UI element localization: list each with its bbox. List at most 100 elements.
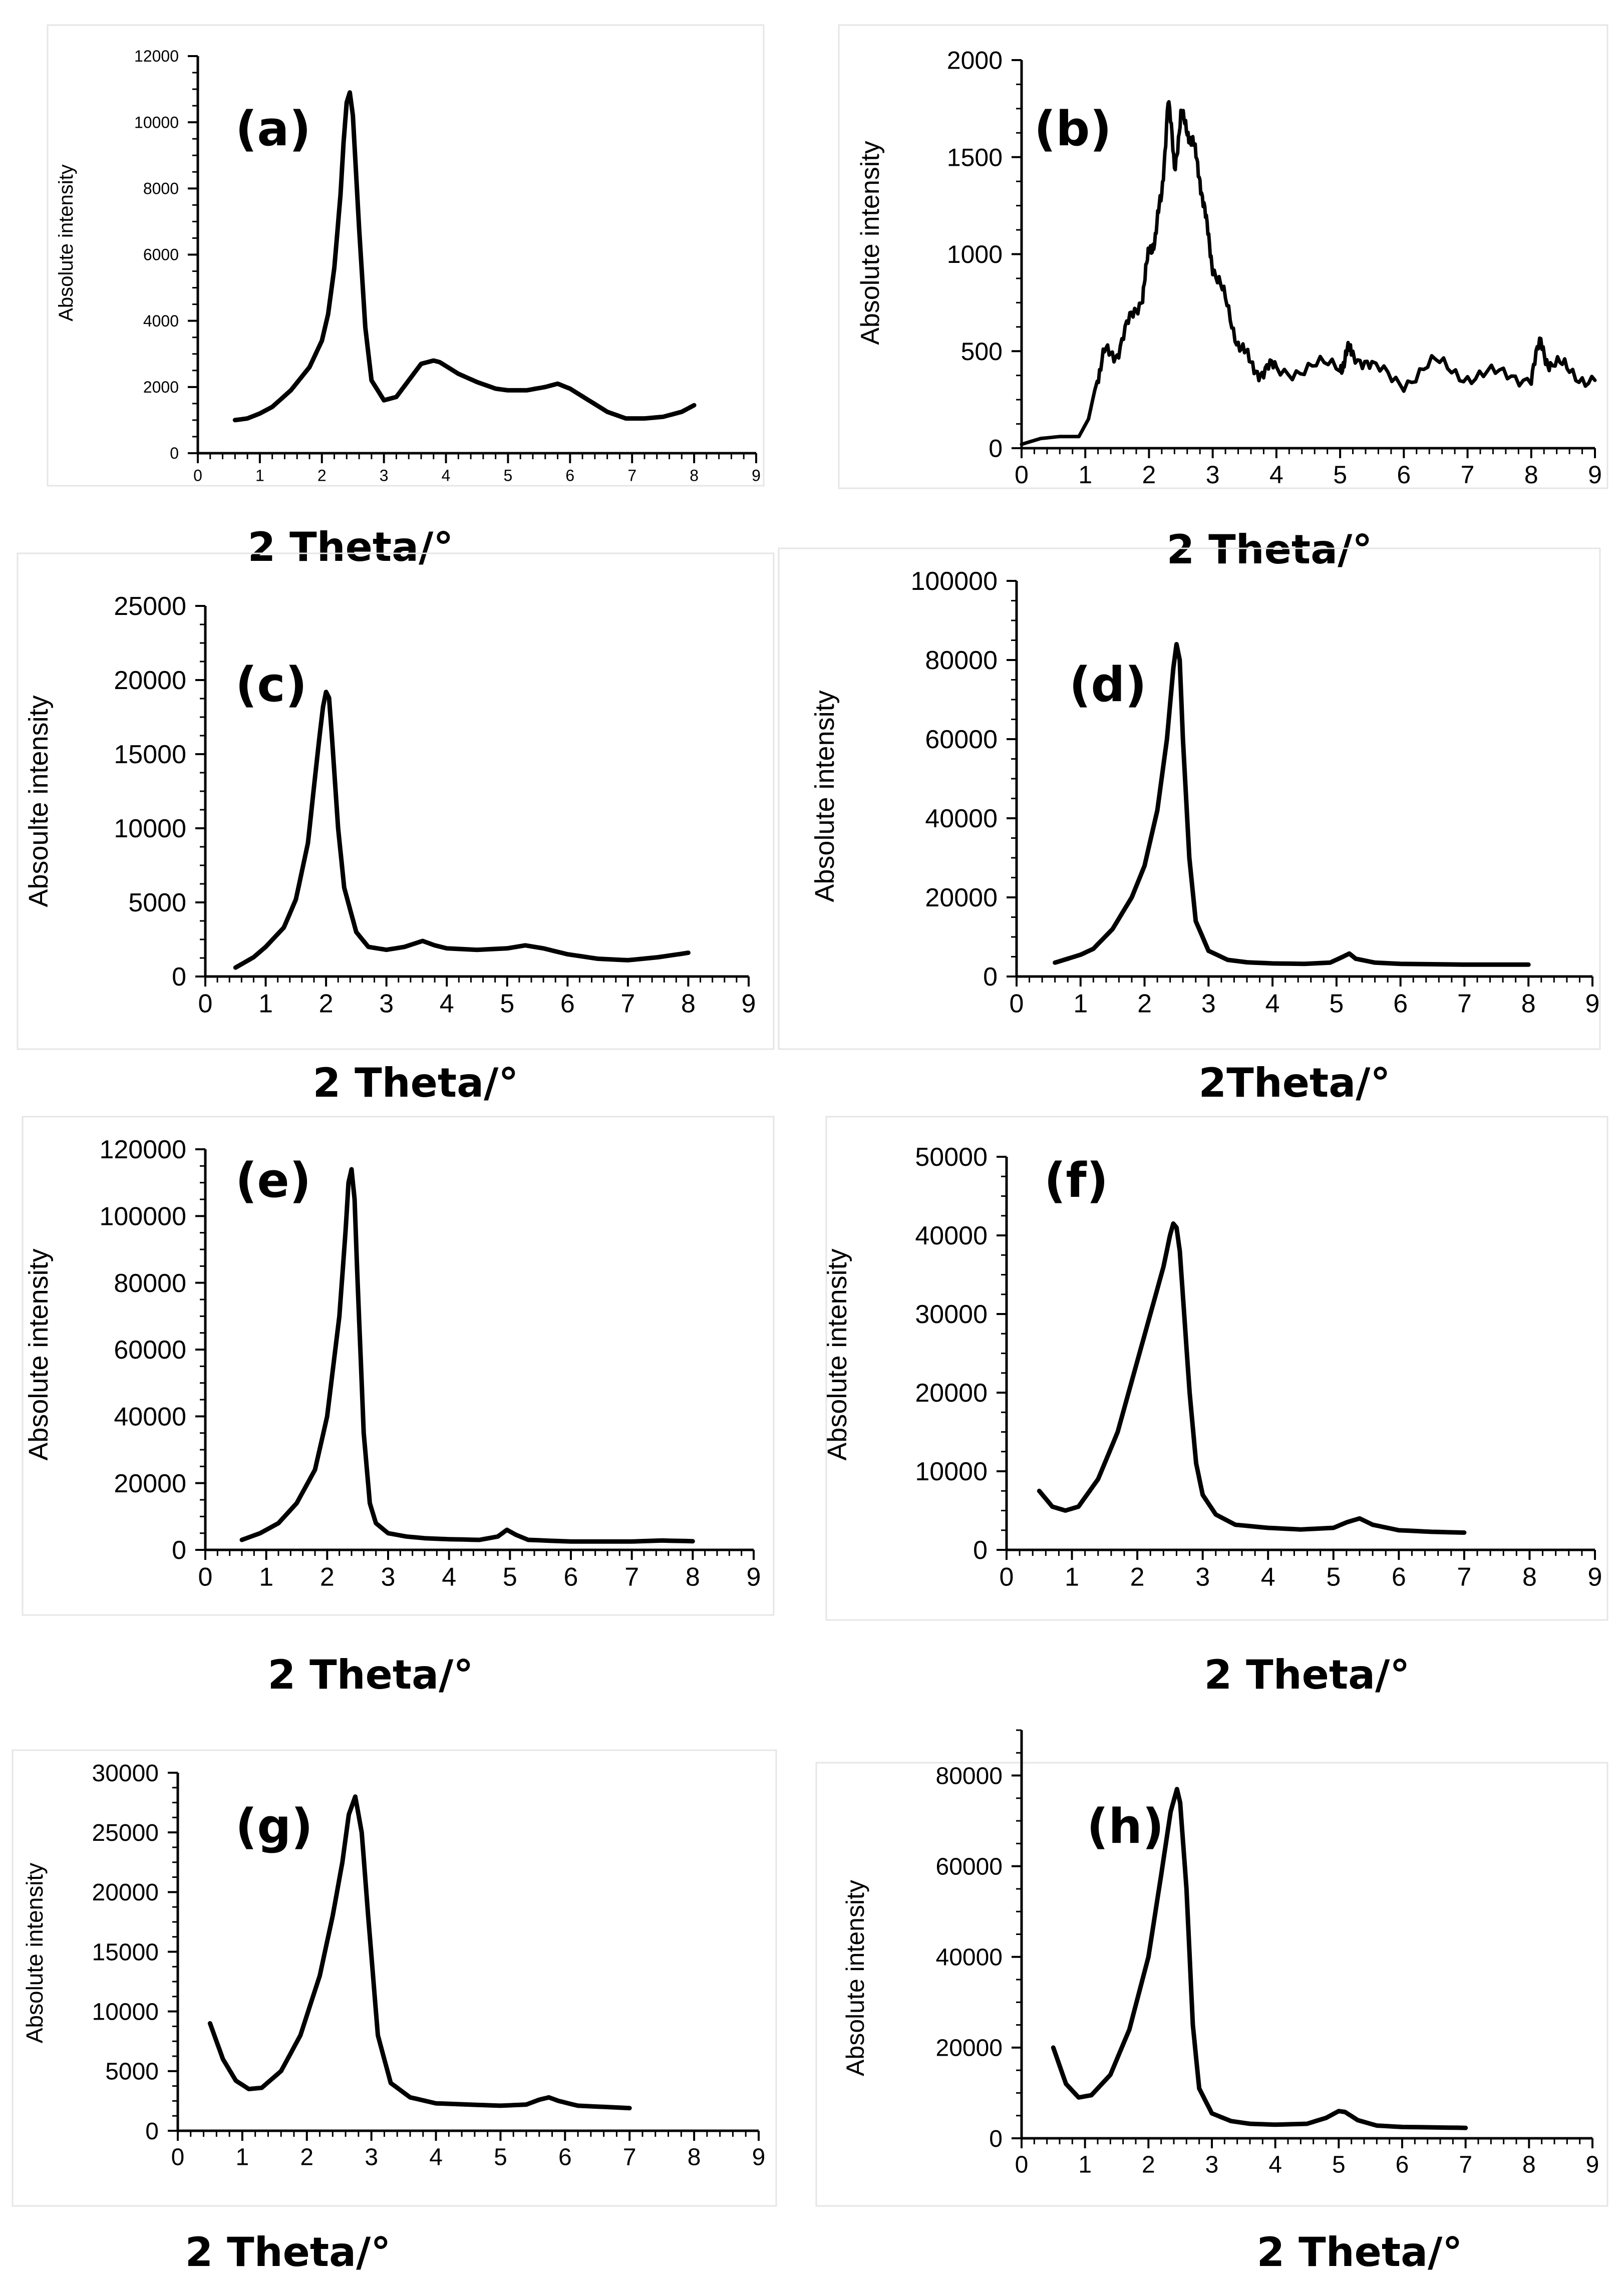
chart-e-frame — [22, 1116, 775, 1616]
chart-h-y-tick-label: 20000 — [936, 2035, 1003, 2062]
chart-b-x-tick-label: 4 — [1269, 461, 1283, 489]
chart-e-x-tick-label: 9 — [747, 1563, 761, 1592]
chart-d-y-axis-title: Absolute intensity — [810, 690, 840, 902]
chart-a-x-tick-label: 0 — [193, 467, 202, 485]
chart-h-y-tick-label: 60000 — [936, 1853, 1003, 1880]
chart-g-frame — [12, 1749, 777, 2207]
chart-f-x-tick-label: 9 — [1588, 1563, 1602, 1592]
chart-b-y-tick-label: 0 — [989, 435, 1003, 463]
chart-b-x-tick-label: 9 — [1588, 461, 1602, 489]
chart-c-x-tick-label: 7 — [620, 990, 635, 1019]
chart-g-y-tick-label: 30000 — [92, 1760, 159, 1787]
chart-f-x-tick-label: 0 — [1000, 1563, 1014, 1592]
chart-h-x-tick-label: 2 — [1142, 2151, 1155, 2178]
chart-c-x-tick-label: 9 — [742, 990, 756, 1019]
chart-a-x-tick-label: 9 — [752, 467, 761, 485]
chart-e-y-tick-label: 20000 — [114, 1469, 186, 1498]
chart-a-x-tick-label: 7 — [627, 467, 636, 485]
chart-f-y-tick-label: 20000 — [915, 1379, 988, 1408]
chart-h-x-tick-label: 3 — [1205, 2151, 1219, 2178]
chart-a-x-tick-label: 3 — [380, 467, 389, 485]
chart-f-series-line — [1037, 1221, 1467, 1535]
chart-d-x-axis-title: 2Theta/° — [1199, 1060, 1391, 1106]
chart-g-series-line — [207, 1794, 632, 2111]
chart-c-y-tick-label: 25000 — [114, 592, 186, 621]
chart-a-y-tick-label: 6000 — [143, 246, 179, 264]
chart-d-x-tick-label: 1 — [1073, 990, 1088, 1019]
chart-e-series-line — [239, 1167, 695, 1544]
chart-d-y-tick-label: 20000 — [925, 883, 998, 912]
chart-g-x-tick-label: 1 — [236, 2144, 249, 2170]
chart-b-x-tick-label: 1 — [1078, 461, 1092, 489]
chart-g-x-tick-label: 2 — [300, 2144, 313, 2170]
chart-c-x-tick-label: 0 — [198, 990, 213, 1019]
chart-d-x-tick-label: 0 — [1010, 990, 1024, 1019]
chart-e-x-tick-label: 4 — [442, 1563, 456, 1592]
chart-h-x-tick-label: 4 — [1268, 2151, 1282, 2178]
chart-h-x-tick-label: 7 — [1459, 2151, 1472, 2178]
chart-f-x-tick-label: 3 — [1195, 1563, 1210, 1592]
chart-c-x-axis-title: 2 Theta/° — [313, 1060, 519, 1106]
chart-c-x-tick-label: 1 — [258, 990, 273, 1019]
chart-c-x-tick-label: 4 — [440, 990, 454, 1019]
chart-e-x-tick-label: 5 — [503, 1563, 517, 1592]
chart-d-y-tick-label: 60000 — [925, 725, 998, 754]
chart-d-x-tick-label: 5 — [1329, 990, 1344, 1019]
chart-g-panel-label: (g) — [235, 1799, 313, 1854]
chart-h-x-tick-label: 8 — [1522, 2151, 1536, 2178]
chart-g-y-tick-label: 25000 — [92, 1820, 159, 1846]
chart-g-y-tick-label: 15000 — [92, 1939, 159, 1966]
chart-f-x-tick-label: 2 — [1130, 1563, 1145, 1592]
chart-a-y-tick-label: 4000 — [143, 312, 179, 330]
chart-d-frame — [778, 547, 1601, 1050]
chart-f-x-axis-title: 2 Theta/° — [1204, 1652, 1410, 1698]
chart-g-x-tick-label: 7 — [623, 2144, 636, 2170]
chart-c-x-tick-label: 3 — [379, 990, 394, 1019]
chart-d-y-tick-label: 100000 — [910, 567, 998, 596]
chart-f-panel-label: (f) — [1044, 1153, 1108, 1208]
chart-g-y-tick-label: 5000 — [105, 2059, 159, 2085]
chart-a-x-tick-label: 4 — [442, 467, 451, 485]
chart-e-y-tick-label: 0 — [172, 1536, 186, 1565]
chart-f-y-tick-label: 10000 — [915, 1457, 988, 1486]
chart-e-y-tick-label: 120000 — [99, 1135, 186, 1164]
chart-e-x-tick-label: 1 — [259, 1563, 273, 1592]
chart-b-x-tick-label: 0 — [1015, 461, 1029, 489]
chart-b-x-axis-title: 2 Theta/° — [1167, 526, 1373, 573]
chart-f-x-tick-label: 1 — [1065, 1563, 1079, 1592]
chart-a-series-line — [232, 90, 697, 423]
chart-e-y-tick-label: 80000 — [114, 1269, 186, 1298]
chart-b-y-tick-label: 2000 — [947, 47, 1003, 75]
chart-g-y-tick-label: 10000 — [92, 1999, 159, 2025]
chart-h-x-tick-label: 5 — [1332, 2151, 1346, 2178]
chart-e-panel-label: (e) — [235, 1153, 311, 1208]
chart-a-x-tick-label: 6 — [565, 467, 574, 485]
chart-b-y-tick-label: 1500 — [947, 143, 1003, 171]
chart-e-x-tick-label: 0 — [198, 1563, 213, 1592]
chart-e-y-tick-label: 40000 — [114, 1403, 186, 1432]
chart-f-y-tick-label: 30000 — [915, 1300, 988, 1329]
chart-c-y-axis-title: Absoulte intensity — [24, 695, 54, 907]
chart-g-x-tick-label: 9 — [752, 2144, 766, 2170]
chart-b-frame — [838, 24, 1608, 489]
chart-f-y-axis-title: Absolute intensity — [822, 1248, 852, 1460]
chart-e-y-axis-title: Absolute intensity — [24, 1248, 54, 1460]
chart-b-panel-label: (b) — [1034, 102, 1112, 157]
chart-e-x-tick-label: 6 — [564, 1563, 578, 1592]
chart-a-y-tick-label: 10000 — [134, 113, 179, 131]
chart-c-y-tick-label: 5000 — [128, 888, 186, 917]
chart-e-x-tick-label: 8 — [686, 1563, 700, 1592]
chart-c-y-tick-label: 0 — [172, 962, 186, 992]
chart-e-y-tick-label: 100000 — [99, 1202, 186, 1231]
chart-g-x-tick-label: 6 — [558, 2144, 572, 2170]
chart-b-y-axis-title: Absolute intensity — [856, 141, 885, 345]
chart-c-y-tick-label: 10000 — [114, 814, 186, 843]
chart-h-y-tick-label: 0 — [989, 2126, 1003, 2152]
chart-a-frame — [47, 24, 765, 487]
chart-e-x-axis-title: 2 Theta/° — [268, 1652, 474, 1698]
chart-c-frame — [17, 552, 775, 1050]
chart-h-x-tick-label: 0 — [1015, 2151, 1029, 2178]
chart-d-x-tick-label: 4 — [1265, 990, 1280, 1019]
chart-h-y-axis-title: Absolute intensity — [841, 1880, 869, 2076]
